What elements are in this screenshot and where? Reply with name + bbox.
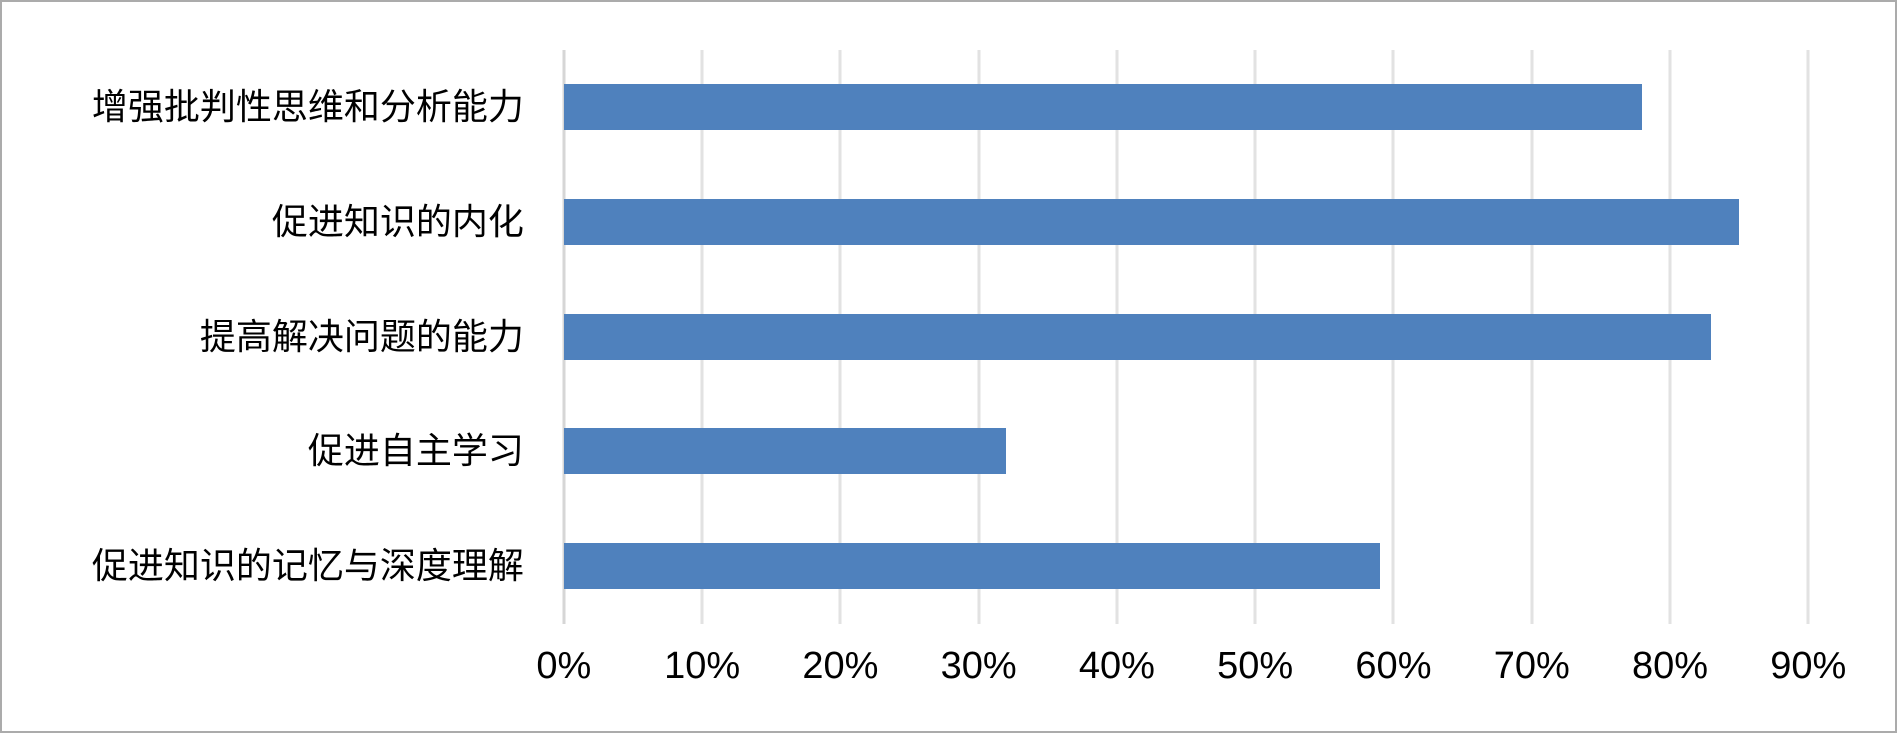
category-label: 提高解决问题的能力 <box>199 315 524 357</box>
value-axis-tick-label: 30% <box>940 645 1017 688</box>
bar-row <box>563 509 1808 624</box>
bar <box>563 428 1007 475</box>
value-axis-tick-label: 10% <box>664 645 741 688</box>
value-axis: 0% 10% 20% 30% 40% 50% 60% 70% 80% 90% <box>536 633 1846 699</box>
value-axis-tick-label: 90% <box>1770 645 1847 688</box>
category-row: 促进知识的记忆与深度理解 <box>2 509 524 624</box>
bar-row <box>563 165 1808 280</box>
bars-layer <box>563 50 1808 624</box>
value-axis-tick-label: 80% <box>1631 645 1709 688</box>
value-axis-tick-label: 20% <box>802 645 879 688</box>
bar <box>563 313 1712 360</box>
bar <box>563 198 1740 245</box>
category-axis: 增强批判性思维和分析能力促进知识的内化提高解决问题的能力促进自主学习促进知识的记… <box>2 50 524 624</box>
category-label: 促进自主学习 <box>307 430 524 472</box>
value-axis-tick-label: 50% <box>1217 645 1294 688</box>
bar-row <box>563 394 1808 509</box>
value-axis-tick-label: 70% <box>1493 645 1570 688</box>
category-row: 促进知识的内化 <box>2 165 524 280</box>
category-label: 增强批判性思维和分析能力 <box>91 86 524 128</box>
category-row: 促进自主学习 <box>2 394 524 509</box>
bar-row <box>563 50 1808 165</box>
category-row: 增强批判性思维和分析能力 <box>2 50 524 165</box>
bar <box>563 84 1643 131</box>
bar <box>563 543 1380 590</box>
value-axis-tick-label: 0% <box>536 645 592 688</box>
gridline <box>1806 49 1810 624</box>
value-axis-tick-label: 60% <box>1355 645 1432 688</box>
category-label: 促进知识的内化 <box>271 200 524 242</box>
value-axis-tick-label: 40% <box>1078 645 1155 688</box>
category-label: 促进知识的记忆与深度理解 <box>91 545 524 587</box>
category-row: 提高解决问题的能力 <box>2 279 524 394</box>
plot-area <box>562 49 1810 624</box>
bar-row <box>563 279 1808 394</box>
